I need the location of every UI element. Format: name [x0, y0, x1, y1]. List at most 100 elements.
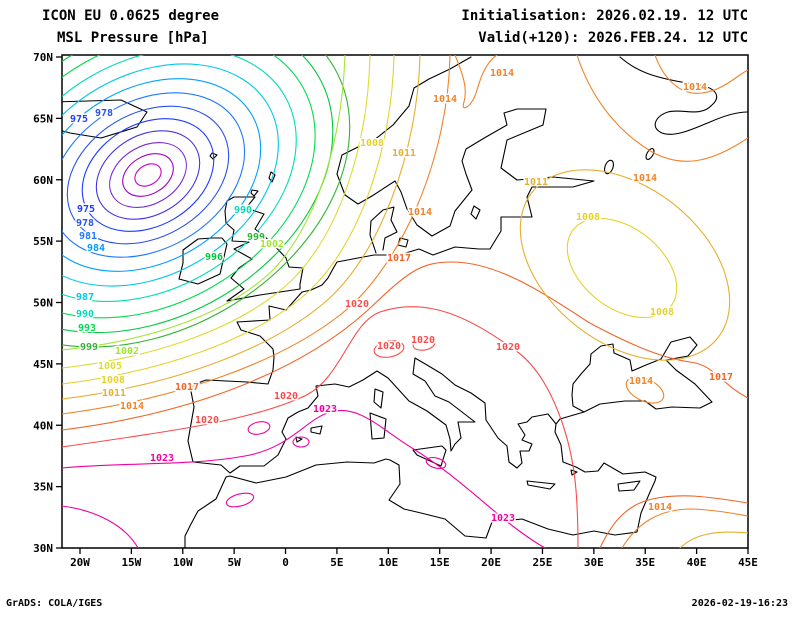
- contour-label: 1023: [491, 513, 515, 524]
- contour-label: 1005: [98, 361, 122, 372]
- coastline-gotland: [470, 205, 481, 220]
- isobar-contours: [62, 55, 748, 548]
- isobar-963: [134, 163, 162, 187]
- isobar-1023-sw: [62, 505, 139, 548]
- lat-tick-label: 60N: [33, 174, 53, 187]
- isobar-1014-caucasus: [625, 376, 665, 404]
- isobar-999: [62, 55, 351, 348]
- contour-label: 975: [70, 114, 88, 125]
- isobar-1014-arctic-1: [454, 55, 498, 109]
- axis-ticks: [56, 56, 749, 554]
- contour-labels: 9759789759789819849879909939999909969991…: [68, 67, 734, 526]
- isobar-987: [62, 63, 279, 287]
- contour-label: 978: [76, 218, 94, 229]
- isobar-969: [109, 142, 187, 208]
- lon-tick-label: 45E: [738, 556, 758, 569]
- coastline-denmark: [369, 206, 398, 254]
- coastline-ireland: [178, 237, 228, 285]
- contour-label: 1014: [683, 82, 707, 93]
- lon-tick-label: 20E: [481, 556, 501, 569]
- lon-tick-label: 10W: [173, 556, 193, 569]
- lake-ladoga: [603, 159, 615, 175]
- isobar-1011: [62, 55, 421, 400]
- coastline-black-sea: [571, 336, 713, 413]
- isobar-1017: [62, 261, 748, 431]
- contour-label: 984: [87, 243, 105, 254]
- lon-tick-label: 30E: [584, 556, 604, 569]
- contour-label: 1002: [115, 346, 139, 357]
- isobar-984: [62, 78, 262, 272]
- isobar-1014: [62, 55, 451, 415]
- contour-label: 1011: [102, 388, 126, 399]
- isobar-1002: [62, 55, 346, 351]
- contour-label: 1014: [433, 94, 457, 105]
- coastline-kola-white-sea: [619, 56, 748, 135]
- contour-label: 1008: [360, 138, 384, 149]
- isobar-996: [62, 55, 334, 334]
- isobar-1008-east: [566, 217, 678, 319]
- contour-label: 1020: [496, 342, 520, 353]
- contour-label: 1014: [120, 401, 144, 412]
- isobar-990: [62, 55, 297, 302]
- lat-tick-label: 30N: [33, 542, 53, 555]
- map-frame: [61, 54, 749, 549]
- coastlines: [62, 56, 748, 548]
- contour-label: 1014: [633, 173, 657, 184]
- contour-label: 1017: [387, 253, 411, 264]
- isobar-1020-alps-1: [373, 340, 405, 358]
- contour-label: 1014: [629, 376, 653, 387]
- contour-label: 1017: [175, 382, 199, 393]
- contour-label: 1008: [101, 375, 125, 386]
- isobar-1020-alps-2: [412, 337, 436, 351]
- icelandic-low-rings: [62, 55, 351, 348]
- contour-label: 999: [80, 342, 98, 353]
- isobar-1017-se: [599, 495, 748, 548]
- valid-time: Valid(+120): 2026.FEB.24. 12 UTC: [478, 30, 748, 46]
- model-title: ICON EU 0.0625 degree: [42, 8, 220, 24]
- contour-label: 1008: [576, 212, 600, 223]
- lat-tick-label: 55N: [33, 235, 53, 248]
- creation-timestamp: 2026-02-19-16:23: [691, 598, 788, 609]
- coastline-orkney: [250, 189, 259, 197]
- contour-label: 1017: [709, 372, 733, 383]
- contour-label: 1020: [377, 341, 401, 352]
- coastline-britain: [224, 196, 304, 302]
- coastline-crete: [526, 480, 556, 490]
- coastline-cyprus: [617, 480, 641, 492]
- contour-label: 1011: [524, 177, 548, 188]
- init-time: Initialisation: 2026.02.19. 12 UTC: [461, 8, 748, 24]
- lat-tick-label: 40N: [33, 419, 53, 432]
- contour-label: 990: [234, 205, 252, 216]
- contour-label: 981: [79, 231, 97, 242]
- contour-label: 1014: [490, 68, 514, 79]
- isobar-1014-east: [576, 55, 748, 162]
- isobar-975: [81, 118, 215, 232]
- axis-labels: 20W 15W 10W 5W 0 5E 10E 15E 20E 25E 30E 35E 40E 45E 70…: [33, 51, 758, 569]
- isobar-978: [66, 105, 230, 245]
- lon-tick-label: 5E: [330, 556, 343, 569]
- isobar-981: [62, 92, 246, 258]
- lon-tick-label: 40E: [687, 556, 707, 569]
- lat-tick-label: 45N: [33, 358, 53, 371]
- isobar-972: [95, 130, 201, 220]
- lat-tick-label: 50N: [33, 297, 53, 310]
- isobar-1020: [62, 306, 579, 548]
- isobar-1011-se: [679, 531, 748, 548]
- isobar-1023-iberia-1: [247, 421, 271, 435]
- contour-label: 990: [76, 309, 94, 320]
- lon-tick-label: 0: [282, 556, 289, 569]
- grads-credit: GrADS: COLA/IGES: [6, 598, 103, 609]
- contour-label: 1020: [411, 335, 435, 346]
- coastline-faroe: [209, 152, 218, 160]
- isobar-1011-east: [519, 169, 731, 361]
- contour-label: 999: [247, 232, 265, 243]
- lat-tick-label: 70N: [33, 51, 53, 64]
- isobar-1023-atlas: [225, 492, 255, 508]
- contour-label: 993: [78, 323, 96, 334]
- isobar-993: [62, 55, 316, 319]
- field-title: MSL Pressure [hPa]: [57, 30, 209, 46]
- lon-tick-label: 15W: [121, 556, 141, 569]
- contour-label: 996: [205, 252, 223, 263]
- lon-tick-label: 20W: [70, 556, 90, 569]
